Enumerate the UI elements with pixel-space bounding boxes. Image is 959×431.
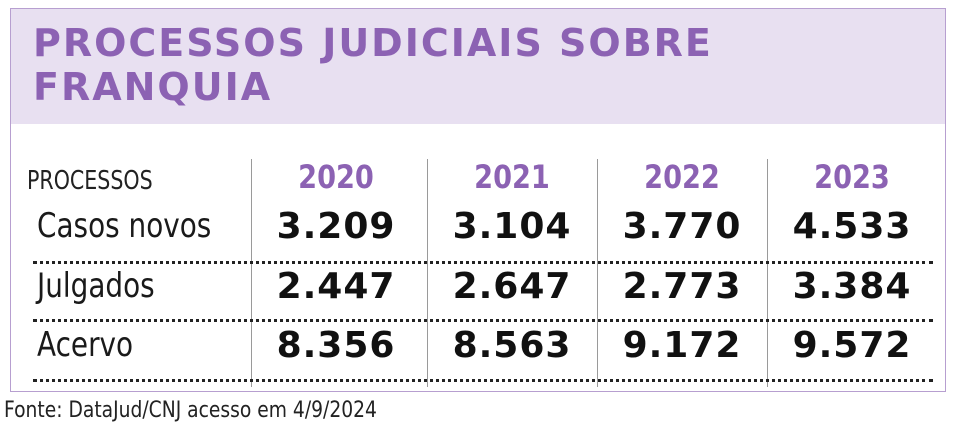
column-header-2022: 2022 — [644, 158, 720, 196]
source-note: Fonte: DataJud/CNJ acesso em 4/9/2024 — [4, 398, 377, 423]
cell-julgados-2021: 2.647 — [452, 266, 572, 307]
column-divider — [251, 159, 252, 387]
cell-acervo-2021: 8.563 — [452, 325, 572, 366]
row-separator — [33, 379, 933, 382]
row-label-julgados: Julgados — [37, 266, 155, 306]
chart-title: PROCESSOS JUDICIAIS SOBRE FRANQUIA — [33, 21, 713, 109]
cell-acervo-2023: 9.572 — [792, 325, 912, 366]
row-label-casos-novos: Casos novos — [37, 206, 212, 246]
cell-casos-novos-2020: 3.209 — [276, 206, 396, 247]
infographic-frame: PROCESSOS JUDICIAIS SOBRE FRANQUIA PROCE… — [10, 8, 946, 392]
cell-casos-novos-2022: 3.770 — [622, 206, 742, 247]
cell-julgados-2023: 3.384 — [792, 266, 912, 307]
cell-casos-novos-2021: 3.104 — [452, 206, 572, 247]
data-table: PROCESSOS 2020 2021 2022 2023 Casos novo… — [11, 124, 945, 393]
title-banner: PROCESSOS JUDICIAIS SOBRE FRANQUIA — [11, 9, 945, 124]
cell-julgados-2022: 2.773 — [622, 266, 742, 307]
row-header-label: PROCESSOS — [27, 166, 153, 196]
cell-casos-novos-2023: 4.533 — [792, 206, 912, 247]
cell-acervo-2022: 9.172 — [622, 325, 742, 366]
column-header-2020: 2020 — [298, 158, 374, 196]
column-header-2023: 2023 — [814, 158, 890, 196]
cell-acervo-2020: 8.356 — [276, 325, 396, 366]
cell-julgados-2020: 2.447 — [276, 266, 396, 307]
row-separator — [33, 261, 933, 264]
row-label-acervo: Acervo — [37, 325, 134, 365]
column-divider — [427, 159, 428, 387]
column-divider — [597, 159, 598, 387]
row-separator — [33, 319, 933, 322]
column-divider — [767, 159, 768, 387]
column-header-2021: 2021 — [474, 158, 550, 196]
